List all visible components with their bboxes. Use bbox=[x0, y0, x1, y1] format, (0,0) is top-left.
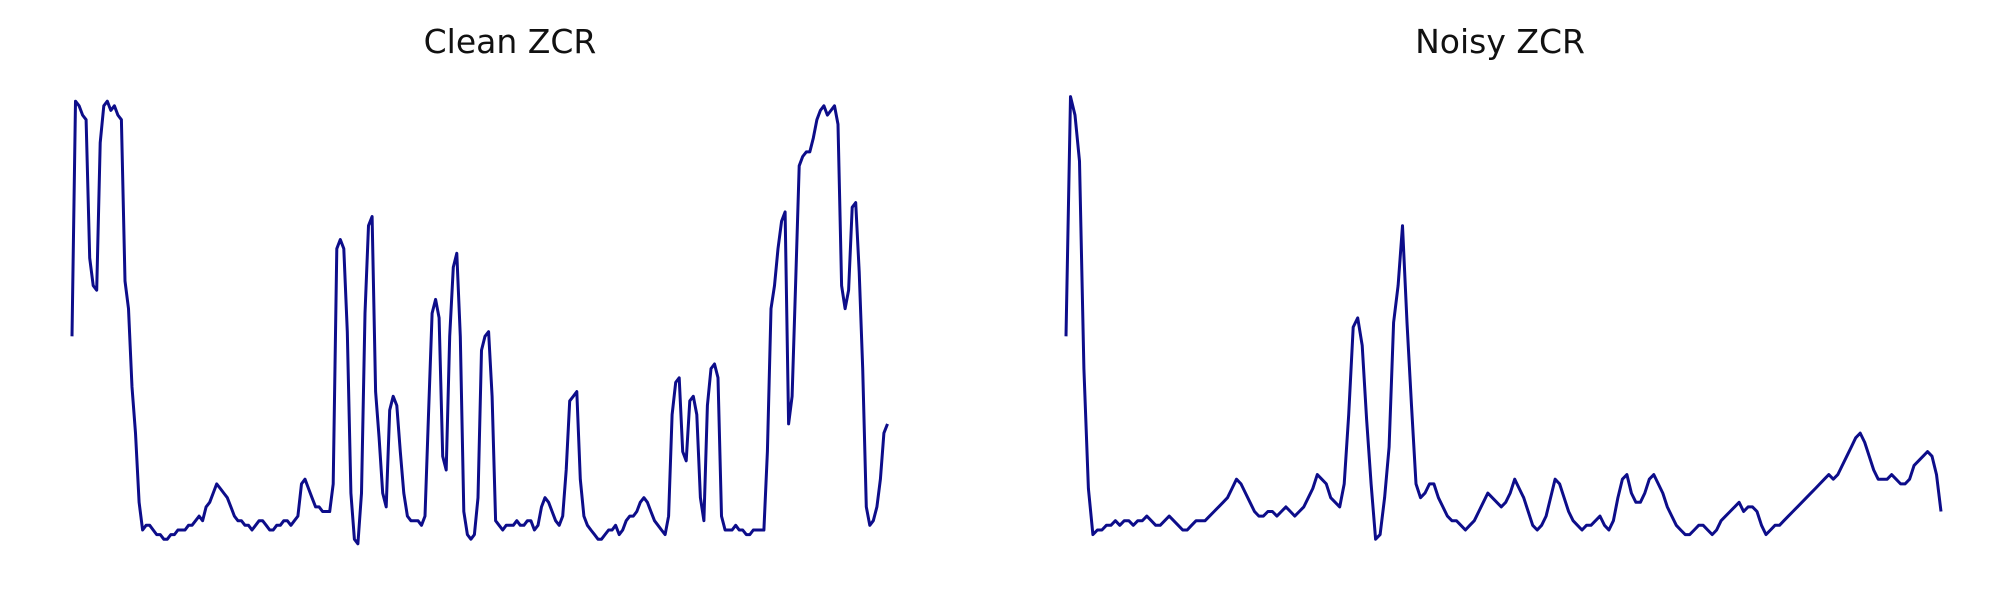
chart-title-clean-zcr: Clean ZCR bbox=[423, 22, 597, 61]
line-series-clean-zcr bbox=[70, 99, 889, 546]
plot-noisy-zcr bbox=[1064, 95, 1943, 541]
chart-title-noisy-zcr: Noisy ZCR bbox=[1415, 22, 1585, 61]
plot-clean-zcr bbox=[70, 99, 889, 546]
line-series-noisy-zcr bbox=[1064, 95, 1943, 541]
